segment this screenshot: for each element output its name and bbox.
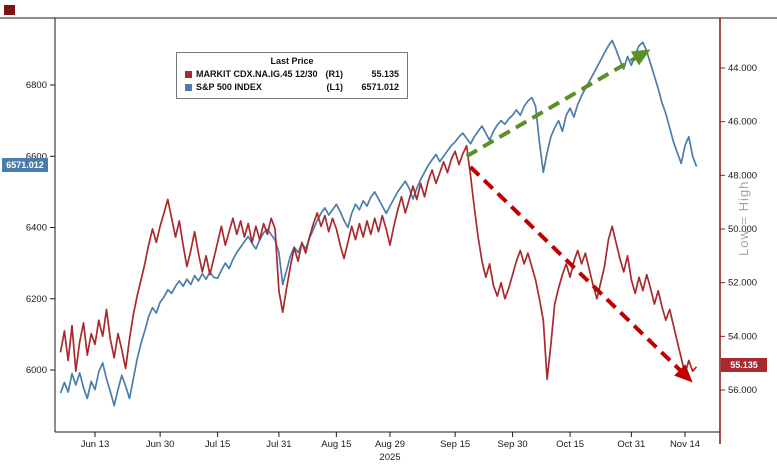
green-trend-arrow-head-icon xyxy=(630,49,651,66)
svg-text:Oct 31: Oct 31 xyxy=(617,439,645,450)
trend-arrows xyxy=(465,49,693,383)
cdx-last-price: 55.135 xyxy=(371,69,399,79)
svg-text:Aug 29: Aug 29 xyxy=(375,439,405,450)
green-trend-arrow xyxy=(465,52,643,158)
right-axis-labels: 44.000 46.000 48.000 50.000 52.000 54.000 56.0… xyxy=(720,63,757,396)
red-trend-arrow xyxy=(469,165,687,377)
chart-frame xyxy=(0,17,777,444)
corner-mark xyxy=(4,5,15,15)
svg-text:Nov 14: Nov 14 xyxy=(670,439,700,450)
legend: Last Price MARKIT CDX.NA.IG.45 12/30 (R1… xyxy=(176,52,408,99)
svg-text:6200: 6200 xyxy=(26,294,47,305)
cdx-line xyxy=(59,144,698,381)
x-axis-labels: Jun 13 Jun 30 Jul 15 Jul 31 Aug 15 Aug 29 Sep … xyxy=(81,432,700,463)
red-trend-arrow-head-icon xyxy=(674,364,693,383)
svg-text:Aug 15: Aug 15 xyxy=(321,439,351,450)
sp500-axis-tag: (L1) xyxy=(326,82,344,92)
svg-text:44.000: 44.000 xyxy=(728,63,757,74)
svg-text:Jun 30: Jun 30 xyxy=(146,439,175,450)
legend-row-cdx: MARKIT CDX.NA.IG.45 12/30 (R1) 55.135 xyxy=(185,68,399,81)
left-axis-labels: 6000 6200 6400 6600 6800 xyxy=(26,80,55,376)
sp500-line xyxy=(59,39,698,407)
svg-text:Oct 15: Oct 15 xyxy=(556,439,584,450)
right-axis-note: Low = High xyxy=(736,180,751,256)
svg-text:48.000: 48.000 xyxy=(728,170,757,181)
svg-text:54.000: 54.000 xyxy=(728,331,757,342)
svg-text:6400: 6400 xyxy=(26,223,47,234)
sp500-last-price: 6571.012 xyxy=(361,82,399,92)
legend-row-sp500: S&P 500 INDEX (L1) 6571.012 xyxy=(185,81,399,94)
svg-text:6800: 6800 xyxy=(26,80,47,91)
svg-text:50.000: 50.000 xyxy=(728,224,757,235)
year-label: 2025 xyxy=(379,452,400,463)
svg-text:Jun 13: Jun 13 xyxy=(81,439,110,450)
svg-text:Jul 15: Jul 15 xyxy=(205,439,230,450)
left-axis-price-tag: 6571.012 xyxy=(2,158,48,172)
legend-title: Last Price xyxy=(270,56,314,66)
svg-text:46.000: 46.000 xyxy=(728,117,757,128)
sp500-swatch-icon xyxy=(185,84,192,91)
series-lines xyxy=(59,39,698,407)
svg-text:6000: 6000 xyxy=(26,365,47,376)
cdx-axis-tag: (R1) xyxy=(325,69,344,79)
sp500-label: S&P 500 INDEX xyxy=(196,82,262,92)
svg-text:56.000: 56.000 xyxy=(728,385,757,396)
right-axis-price-tag: 55.135 xyxy=(721,358,767,372)
svg-text:Sep 30: Sep 30 xyxy=(498,439,528,450)
svg-text:Sep 15: Sep 15 xyxy=(440,439,470,450)
svg-text:Jul 31: Jul 31 xyxy=(266,439,291,450)
cdx-swatch-icon xyxy=(185,71,192,78)
svg-text:6600: 6600 xyxy=(26,151,47,162)
svg-text:52.000: 52.000 xyxy=(728,278,757,289)
cdx-label: MARKIT CDX.NA.IG.45 12/30 xyxy=(196,69,318,79)
